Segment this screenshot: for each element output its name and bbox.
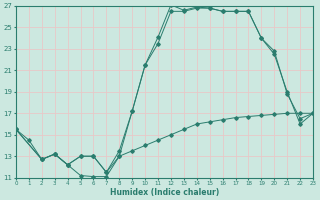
X-axis label: Humidex (Indice chaleur): Humidex (Indice chaleur): [110, 188, 219, 197]
